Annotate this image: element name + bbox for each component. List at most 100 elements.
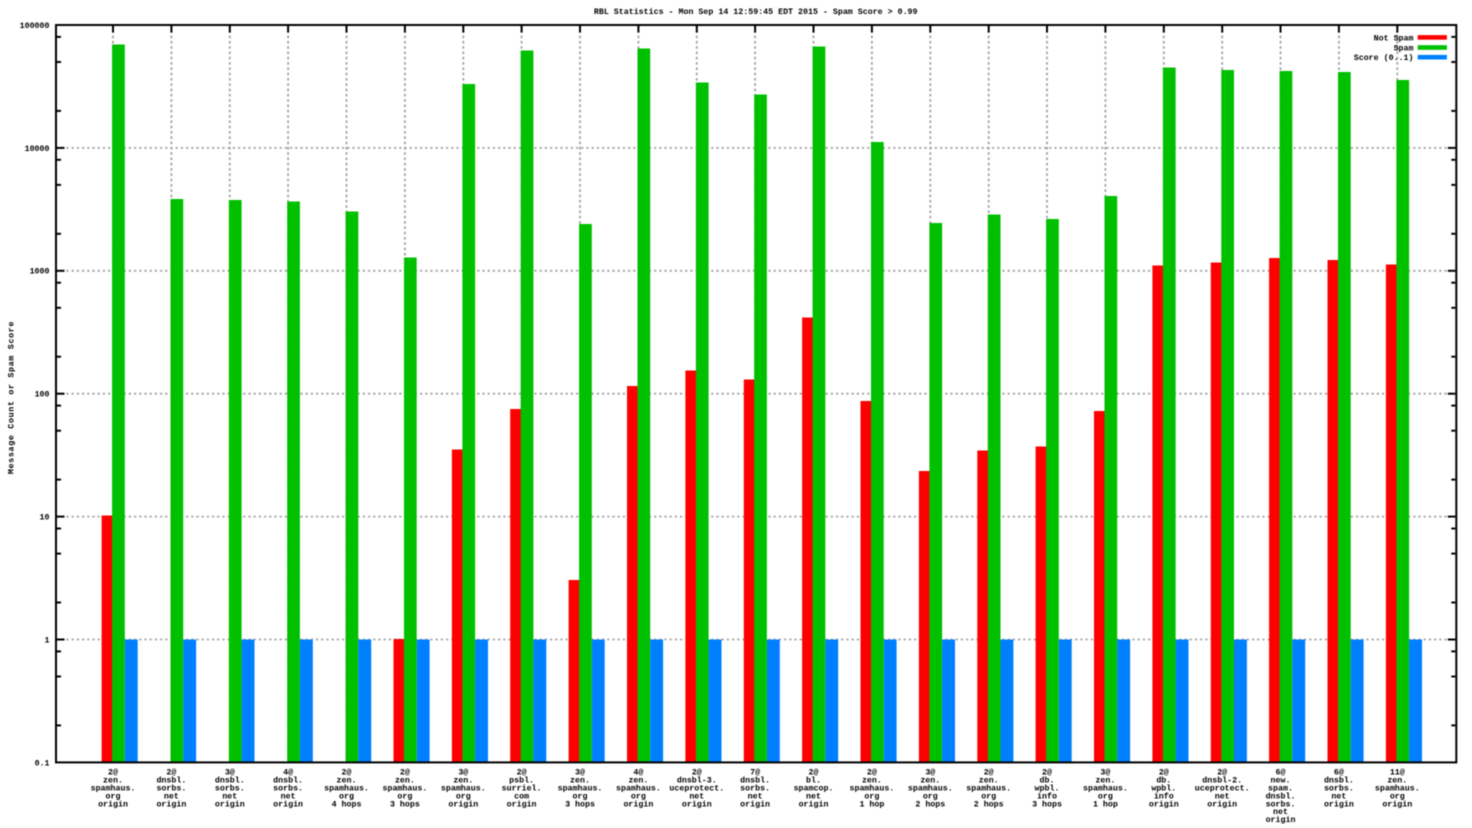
svg-text:org: org — [339, 792, 354, 801]
svg-text:sorbs.: sorbs. — [156, 783, 186, 793]
svg-text:zen.: zen. — [979, 776, 999, 785]
svg-text:surriel.: surriel. — [502, 783, 542, 793]
svg-text:2@: 2@ — [984, 768, 994, 778]
svg-text:7@: 7@ — [750, 768, 760, 778]
svg-text:dnsbl-2.: dnsbl-2. — [1202, 775, 1242, 785]
svg-text:spamhaus.: spamhaus. — [908, 783, 953, 793]
svg-text:net: net — [1273, 808, 1288, 817]
svg-text:spamcop.: spamcop. — [794, 784, 834, 793]
svg-text:Message Count or Spam Score: Message Count or Spam Score — [8, 321, 17, 474]
svg-text:zen.: zen. — [1095, 776, 1115, 785]
svg-text:4@: 4@ — [633, 768, 643, 778]
svg-text:info: info — [1037, 791, 1057, 801]
svg-text:1: 1 — [45, 636, 50, 645]
svg-text:Score (0..1): Score (0..1) — [1354, 53, 1414, 63]
svg-text:origin: origin — [1266, 815, 1296, 825]
svg-text:org: org — [1098, 792, 1113, 801]
svg-text:3@: 3@ — [458, 768, 468, 778]
svg-text:dnsbl.: dnsbl. — [156, 775, 186, 785]
svg-text:dnsbl.: dnsbl. — [273, 775, 303, 785]
svg-text:sorbs.: sorbs. — [273, 783, 303, 793]
svg-text:dnsbl.: dnsbl. — [1266, 791, 1296, 801]
svg-text:spamhaus.: spamhaus. — [616, 783, 661, 793]
svg-text:org: org — [573, 792, 588, 801]
svg-text:spam.: spam. — [1268, 784, 1293, 793]
svg-text:zen.: zen. — [920, 776, 940, 785]
svg-text:net: net — [281, 792, 296, 801]
svg-text:2 hops: 2 hops — [915, 799, 945, 809]
svg-text:sorbs.: sorbs. — [1266, 799, 1296, 809]
svg-text:zen.: zen. — [453, 776, 473, 785]
svg-text:2@: 2@ — [809, 768, 819, 778]
svg-text:origin: origin — [98, 799, 128, 809]
svg-text:origin: origin — [273, 799, 303, 809]
svg-text:2 hops: 2 hops — [974, 799, 1004, 809]
svg-text:6@: 6@ — [1334, 768, 1344, 778]
svg-text:spamhaus.: spamhaus. — [1375, 783, 1420, 793]
svg-text:origin: origin — [682, 799, 712, 809]
svg-text:wpbl.: wpbl. — [1151, 783, 1176, 793]
svg-text:0.1: 0.1 — [35, 759, 50, 768]
svg-text:100000: 100000 — [20, 22, 50, 31]
svg-text:org: org — [1390, 792, 1405, 801]
svg-text:dnsbl.: dnsbl. — [215, 775, 245, 785]
svg-text:db.: db. — [1040, 775, 1055, 785]
svg-text:zen.: zen. — [103, 776, 123, 785]
svg-text:net: net — [164, 792, 179, 801]
svg-text:3 hops: 3 hops — [565, 799, 595, 809]
svg-text:org: org — [923, 792, 938, 801]
svg-text:sorbs.: sorbs. — [215, 783, 245, 793]
svg-text:info: info — [1154, 791, 1174, 801]
svg-text:11@: 11@ — [1390, 768, 1405, 778]
svg-text:zen.: zen. — [862, 776, 882, 785]
svg-text:psbl.: psbl. — [509, 775, 534, 785]
svg-text:2@: 2@ — [1042, 768, 1052, 778]
svg-text:uceprotect.: uceprotect. — [1195, 784, 1250, 793]
svg-text:zen.: zen. — [395, 776, 415, 785]
svg-text:net: net — [1331, 792, 1346, 801]
svg-text:spamhaus.: spamhaus. — [441, 783, 486, 793]
svg-text:net: net — [1215, 792, 1230, 801]
svg-text:com: com — [514, 792, 529, 801]
svg-text:spamhaus.: spamhaus. — [382, 783, 427, 793]
svg-text:6@: 6@ — [1276, 768, 1286, 778]
svg-text:origin: origin — [740, 799, 770, 809]
svg-text:zen.: zen. — [337, 776, 357, 785]
svg-text:dnsbl-3.: dnsbl-3. — [677, 775, 717, 785]
svg-text:org: org — [456, 792, 471, 801]
svg-text:1000: 1000 — [30, 268, 50, 277]
svg-text:new.: new. — [1271, 776, 1291, 785]
svg-text:origin: origin — [215, 799, 245, 809]
svg-text:1 hop: 1 hop — [859, 799, 884, 809]
svg-text:spamhaus.: spamhaus. — [1083, 783, 1128, 793]
svg-text:4@: 4@ — [283, 768, 293, 778]
svg-text:spamhaus.: spamhaus. — [558, 783, 603, 793]
svg-text:3@: 3@ — [575, 768, 585, 778]
svg-text:net: net — [222, 792, 237, 801]
svg-text:RBL Statistics - Mon Sep 14 12: RBL Statistics - Mon Sep 14 12:59:45 EDT… — [594, 7, 918, 17]
svg-text:spamhaus.: spamhaus. — [849, 783, 894, 793]
svg-text:Not Spam: Not Spam — [1374, 34, 1414, 43]
svg-text:sorbs.: sorbs. — [1324, 783, 1354, 793]
svg-text:2@: 2@ — [342, 768, 352, 778]
svg-text:spamhaus.: spamhaus. — [91, 783, 136, 793]
svg-text:bl.: bl. — [806, 775, 821, 785]
svg-text:3 hops: 3 hops — [390, 799, 420, 809]
svg-text:2@: 2@ — [517, 768, 527, 778]
svg-text:dnsbl.: dnsbl. — [740, 775, 770, 785]
svg-text:2@: 2@ — [1217, 768, 1227, 778]
svg-text:origin: origin — [156, 799, 186, 809]
svg-text:10000: 10000 — [25, 145, 50, 154]
svg-text:org: org — [106, 792, 121, 801]
svg-text:spamhaus.: spamhaus. — [966, 783, 1011, 793]
svg-text:3 hops: 3 hops — [1032, 799, 1062, 809]
svg-text:3@: 3@ — [925, 768, 935, 778]
svg-text:origin: origin — [1149, 799, 1179, 809]
svg-text:wpbl.: wpbl. — [1035, 783, 1060, 793]
svg-text:spamhaus.: spamhaus. — [324, 783, 369, 793]
svg-text:origin: origin — [1207, 799, 1237, 809]
svg-text:2@: 2@ — [400, 768, 410, 778]
svg-text:zen.: zen. — [570, 776, 590, 785]
svg-text:2@: 2@ — [108, 768, 118, 778]
svg-text:db.: db. — [1156, 775, 1171, 785]
